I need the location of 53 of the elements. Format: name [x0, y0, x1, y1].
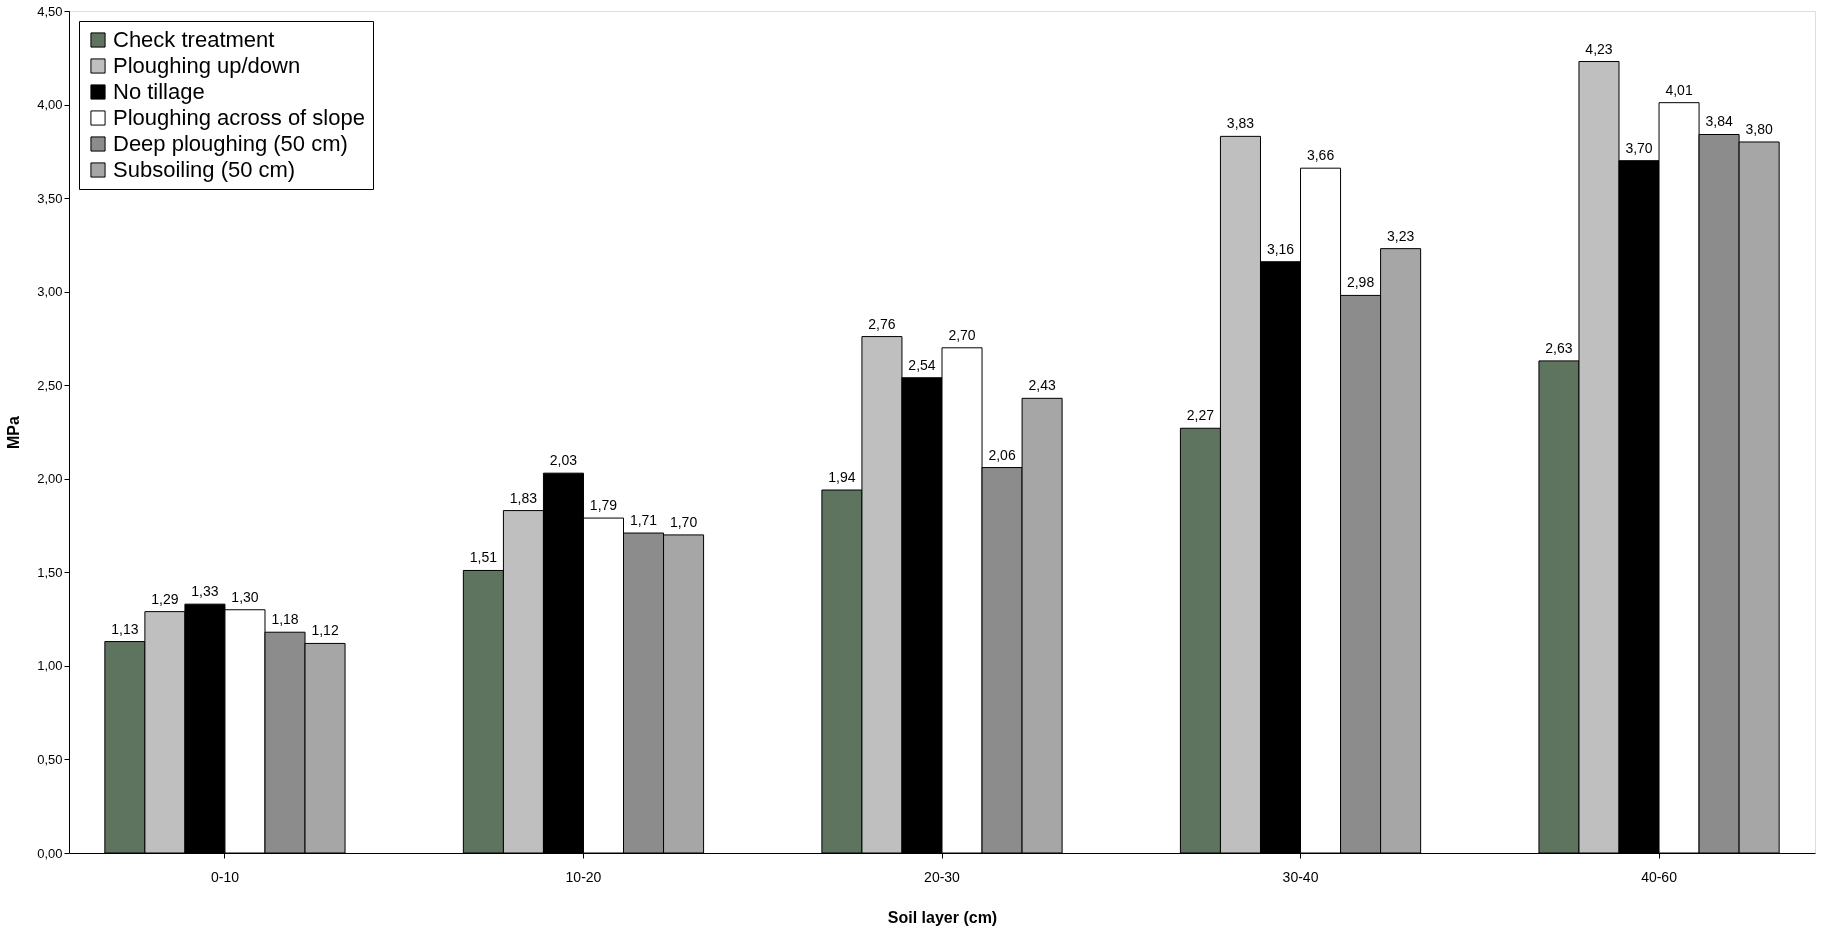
x-tick-label: 20-30 — [924, 868, 961, 885]
x-axis-title: Soil layer (cm) — [887, 908, 998, 926]
y-tick-label: 0,00 — [37, 845, 63, 861]
x-tick-label: 30-40 — [1282, 868, 1319, 885]
y-tick-label: 2,00 — [37, 471, 63, 487]
x-tick-label: 40-60 — [1641, 868, 1678, 885]
y-tick-label: 4,50 — [37, 3, 63, 19]
data-label: 4,23 — [1585, 40, 1613, 57]
data-label: 1,12 — [311, 622, 339, 639]
y-tick-label: 2,50 — [37, 377, 63, 393]
data-label: 3,23 — [1386, 227, 1415, 244]
data-label: 2,06 — [988, 446, 1016, 463]
data-label: 1,70 — [669, 513, 698, 530]
y-axis-title: MPa — [5, 415, 23, 449]
y-tick-label: 3,00 — [37, 284, 63, 300]
x-tick-label: 0-10 — [210, 868, 240, 885]
y-tick-label: 1,50 — [37, 564, 63, 580]
data-label: 2,98 — [1346, 274, 1375, 291]
data-label: 2,43 — [1028, 377, 1056, 394]
data-label: 1,18 — [271, 611, 299, 628]
legend-label: Ploughing up/down — [113, 53, 301, 78]
legend-label: Ploughing across of slope — [113, 105, 365, 130]
data-label: 1,94 — [828, 469, 856, 485]
data-label: 1,13 — [111, 620, 139, 637]
data-label: 1,71 — [629, 512, 658, 529]
data-label: 3,16 — [1266, 240, 1295, 257]
y-tick-label: 3,50 — [37, 190, 63, 206]
data-label: 4,01 — [1665, 81, 1693, 98]
legend-label: Subsoiling (50 cm) — [113, 157, 296, 182]
data-label: 1,79 — [589, 497, 618, 514]
data-label: 1,33 — [191, 583, 219, 600]
y-tick-label: 4,00 — [37, 97, 63, 113]
data-label: 2,54 — [908, 356, 936, 373]
data-label: 3,83 — [1226, 115, 1255, 132]
data-label: 1,29 — [151, 590, 179, 607]
legend-label: No tillage — [113, 79, 205, 104]
data-label: 2,76 — [868, 315, 896, 332]
x-tick-label: 10-20 — [565, 868, 602, 885]
data-label: 2,63 — [1545, 339, 1573, 356]
y-tick-label: 0,50 — [37, 751, 63, 767]
data-label: 3,84 — [1705, 113, 1733, 130]
data-label: 3,80 — [1745, 120, 1773, 137]
data-label: 3,66 — [1306, 147, 1335, 164]
data-label: 2,27 — [1186, 407, 1215, 424]
y-tick-label: 1,00 — [37, 658, 63, 674]
data-label: 1,83 — [509, 489, 538, 506]
data-label: 2,03 — [549, 452, 578, 469]
legend-label: Deep ploughing (50 cm) — [113, 131, 348, 156]
legend-label: Check treatment — [113, 27, 275, 52]
data-label: 3,70 — [1625, 139, 1653, 156]
data-label: 1,30 — [231, 588, 259, 605]
data-label: 1,51 — [469, 549, 498, 566]
data-label: 2,70 — [948, 326, 976, 343]
